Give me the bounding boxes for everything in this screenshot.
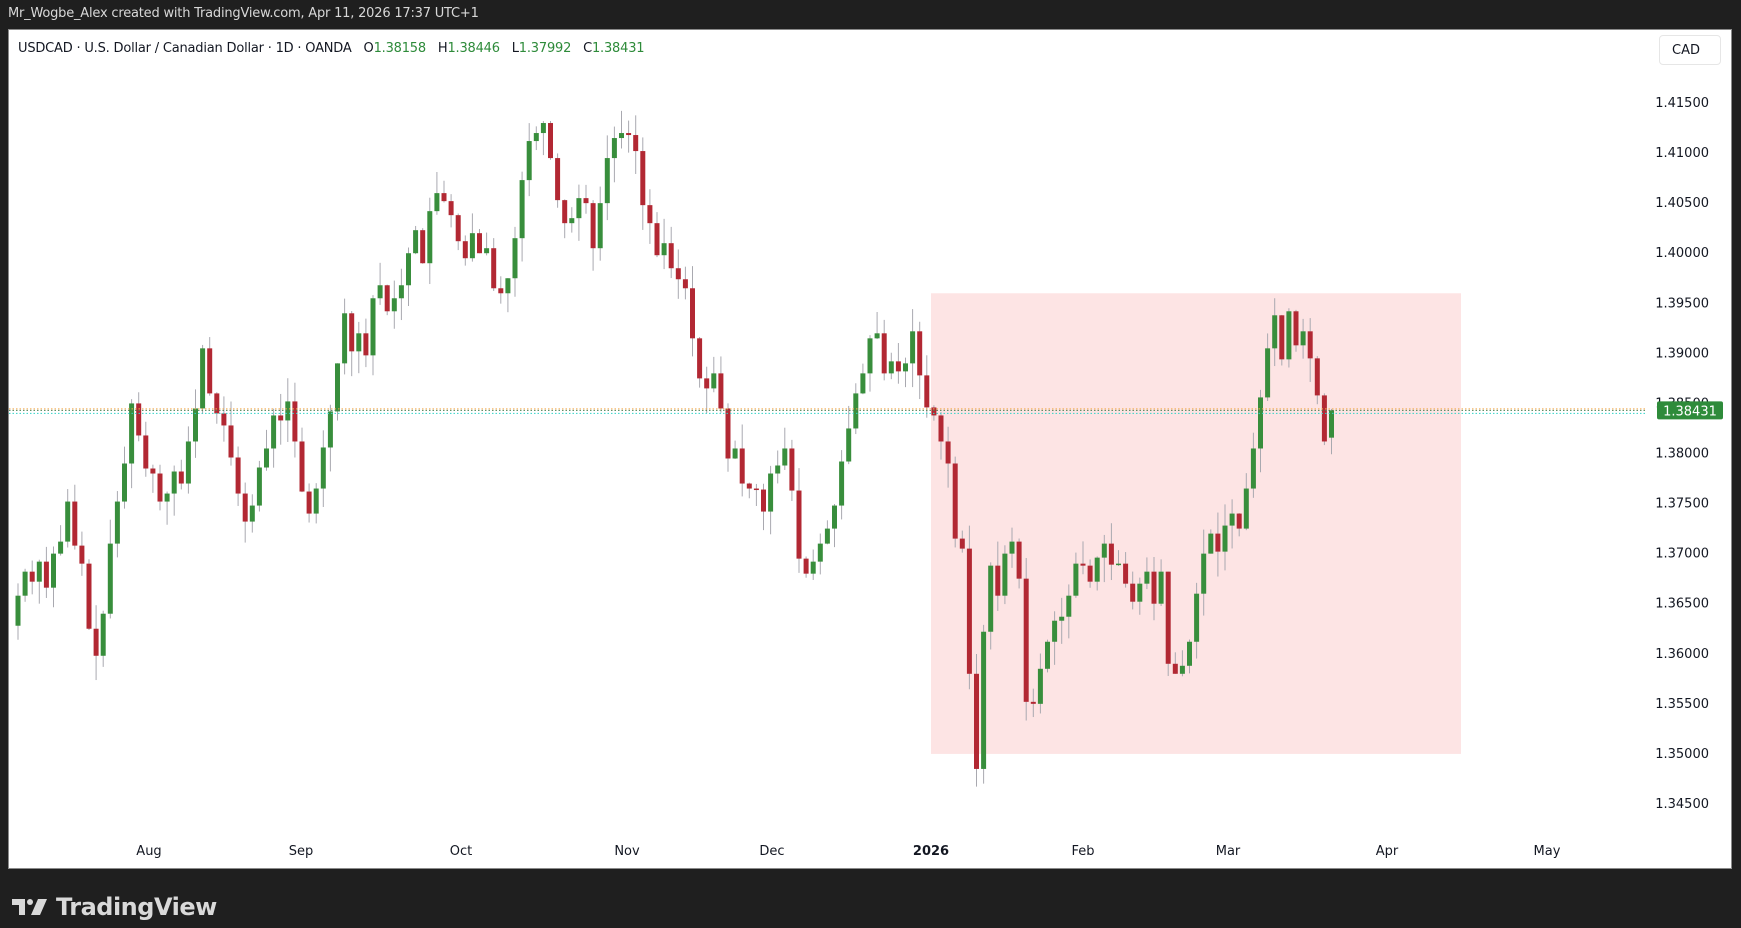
price-axis-label: 1.40000 bbox=[1655, 246, 1709, 261]
chart-caption: Mr_Wogbe_Alex created with TradingView.c… bbox=[8, 6, 479, 21]
range-zone-rectangle[interactable] bbox=[931, 293, 1461, 754]
price-axis-label: 1.34500 bbox=[1655, 797, 1709, 812]
time-axis-label: Nov bbox=[614, 844, 640, 859]
close-label: C bbox=[583, 41, 592, 56]
candlestick-plot[interactable]: 1.41500 1.41000 1.40500 1.40000 1.39500 1.390… bbox=[9, 30, 1731, 868]
open-value: 1.38158 bbox=[373, 41, 427, 56]
time-axis-label: Mar bbox=[1216, 844, 1241, 859]
price-axis-label: 1.37000 bbox=[1655, 547, 1709, 562]
close-value: 1.38431 bbox=[591, 41, 645, 56]
tradingview-logo-icon bbox=[12, 899, 47, 915]
last-price-text: 1.38431 bbox=[1663, 404, 1717, 419]
brand-name: TradingView bbox=[56, 893, 217, 921]
time-axis-label: Dec bbox=[759, 844, 784, 859]
price-axis-label: 1.39500 bbox=[1655, 296, 1709, 311]
high-value: 1.38446 bbox=[447, 41, 500, 56]
high-label: H bbox=[437, 41, 448, 56]
chart-panel[interactable]: USDCAD · U.S. Dollar / Canadian Dollar ·… bbox=[8, 29, 1732, 869]
open-label: O bbox=[363, 41, 374, 56]
price-axis-label: 1.41000 bbox=[1655, 146, 1709, 161]
time-axis-label: Sep bbox=[289, 844, 314, 859]
candles bbox=[15, 110, 1334, 787]
currency-button[interactable]: CAD bbox=[1659, 35, 1721, 65]
symbol-title[interactable]: USDCAD · U.S. Dollar / Canadian Dollar ·… bbox=[18, 41, 352, 56]
price-axis-label: 1.38000 bbox=[1655, 446, 1709, 461]
price-axis-label: 1.40500 bbox=[1655, 196, 1709, 211]
time-axis-label: 2026 bbox=[913, 844, 949, 859]
tradingview-logo: TradingView bbox=[12, 893, 217, 921]
low-label: L bbox=[511, 41, 519, 56]
time-axis-label: May bbox=[1534, 844, 1561, 859]
time-axis-label: Oct bbox=[450, 844, 472, 859]
price-axis-label: 1.39000 bbox=[1655, 346, 1709, 361]
price-axis-label: 1.35500 bbox=[1655, 697, 1709, 712]
time-axis-label: Apr bbox=[1376, 844, 1399, 859]
price-axis-label: 1.36000 bbox=[1655, 647, 1709, 662]
price-axis-label: 1.35000 bbox=[1655, 747, 1709, 762]
last-price-tag bbox=[1657, 401, 1723, 420]
price-axis-label: 1.41500 bbox=[1655, 96, 1709, 111]
price-axis-label: 1.36500 bbox=[1655, 597, 1709, 612]
time-axis-label: Aug bbox=[136, 844, 161, 859]
time-axis-label: Feb bbox=[1071, 844, 1094, 859]
price-axis-label: 1.37500 bbox=[1655, 497, 1709, 512]
low-value: 1.37992 bbox=[518, 41, 572, 56]
symbol-legend: USDCAD · U.S. Dollar / Canadian Dollar ·… bbox=[18, 41, 645, 56]
